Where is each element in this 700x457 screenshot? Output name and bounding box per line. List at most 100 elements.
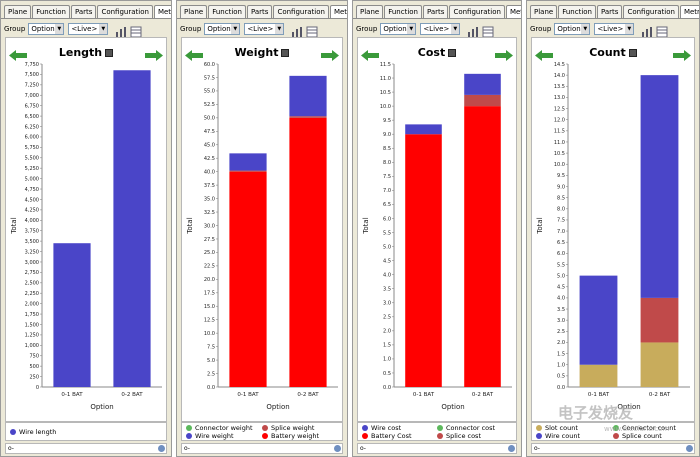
legend-dot-icon bbox=[536, 424, 542, 431]
table-view-icon[interactable] bbox=[306, 23, 318, 38]
tab-metrics[interactable]: Metrics bbox=[329, 5, 347, 19]
tab-parts[interactable]: Parts bbox=[246, 5, 273, 19]
search-clear-icon[interactable] bbox=[508, 445, 515, 452]
y-tick-label: 0.0 bbox=[557, 385, 565, 391]
tab-plane[interactable]: Plane bbox=[530, 5, 558, 19]
y-tick-label: 60.0 bbox=[204, 62, 215, 68]
tab-metrics[interactable]: Metrics bbox=[679, 5, 699, 19]
previous-arrow-icon[interactable] bbox=[535, 46, 553, 61]
tab-parts[interactable]: Parts bbox=[596, 5, 623, 19]
y-tick-label: 32.5 bbox=[204, 210, 215, 216]
tab-configuration[interactable]: Configuration bbox=[273, 5, 329, 19]
live-select[interactable]: <Live> ▼ bbox=[244, 23, 285, 35]
live-select[interactable]: <Live> ▼ bbox=[68, 23, 109, 35]
tab-configuration[interactable]: Configuration bbox=[97, 5, 153, 19]
chart-settings-icon[interactable] bbox=[281, 49, 290, 57]
x-tick-label: 0-1 BAT bbox=[413, 392, 435, 398]
tab-function[interactable]: Function bbox=[558, 5, 596, 19]
next-arrow-shape bbox=[673, 50, 691, 61]
y-tick-label: 5.5 bbox=[557, 262, 565, 268]
live-select[interactable]: <Live> ▼ bbox=[420, 23, 461, 35]
tab-function[interactable]: Function bbox=[384, 5, 422, 19]
chevron-down-icon: ▼ bbox=[231, 24, 240, 34]
tab-plane[interactable]: Plane bbox=[180, 5, 208, 19]
chart-view-icon[interactable] bbox=[467, 23, 479, 37]
tab-configuration[interactable]: Configuration bbox=[623, 5, 679, 19]
chart-svg: 0.0 0.5 1.0 1.5 2.0 2.5 3.0 3.5 4.0 4.5 5.0 5.5 6.0 6… bbox=[536, 62, 690, 411]
y-tick-label: 4,500 bbox=[25, 197, 39, 203]
y-tick-label: 10.0 bbox=[380, 104, 391, 110]
y-tick-label: 0.0 bbox=[207, 385, 215, 391]
previous-arrow-icon[interactable] bbox=[185, 46, 203, 61]
y-tick-label: 5,500 bbox=[25, 156, 39, 162]
chart-view-icon[interactable] bbox=[115, 23, 127, 37]
tab-function[interactable]: Function bbox=[208, 5, 246, 19]
legend-item: Splice cost bbox=[437, 432, 512, 440]
group-select[interactable]: Option ▼ bbox=[380, 23, 417, 35]
y-tick-label: 10.0 bbox=[554, 162, 565, 168]
y-tick-label: 7,000 bbox=[25, 93, 39, 99]
group-select[interactable]: Option ▼ bbox=[204, 23, 241, 35]
next-arrow-icon[interactable] bbox=[495, 46, 513, 61]
legend-label: Connector cost bbox=[446, 423, 496, 432]
table-view-icon[interactable] bbox=[656, 23, 668, 38]
group-label: Group bbox=[4, 25, 26, 33]
tab-plane[interactable]: Plane bbox=[356, 5, 384, 19]
search-clear-icon[interactable] bbox=[686, 445, 693, 452]
legend-label: Wire length bbox=[19, 427, 57, 436]
y-tick-label: 20.0 bbox=[204, 277, 215, 283]
chart-title: Weight bbox=[182, 46, 342, 59]
y-tick-label: 1.0 bbox=[557, 363, 565, 369]
search-input[interactable]: o- bbox=[181, 443, 343, 454]
search-input[interactable]: o- bbox=[531, 443, 695, 454]
y-axis-title: Total bbox=[536, 217, 544, 234]
next-arrow-icon[interactable] bbox=[145, 46, 163, 61]
chart-view-icon-shape bbox=[116, 27, 127, 37]
legend-dot-icon bbox=[186, 424, 192, 431]
previous-arrow-icon[interactable] bbox=[361, 46, 379, 61]
chart-view-icon[interactable] bbox=[291, 23, 303, 37]
bar-wire-weight-2 bbox=[289, 75, 327, 117]
y-tick-label: 8.0 bbox=[383, 160, 391, 166]
y-axis-title: Total bbox=[362, 217, 370, 234]
bar-battery-cost-2 bbox=[464, 106, 501, 387]
y-tick-label: 7,500 bbox=[25, 72, 39, 78]
group-select[interactable]: Option ▼ bbox=[554, 23, 591, 35]
table-view-icon[interactable] bbox=[130, 23, 142, 38]
left-arrow-shape bbox=[9, 50, 27, 61]
group-select-value: Option bbox=[207, 25, 231, 33]
chart-settings-icon[interactable] bbox=[448, 49, 457, 57]
legend-label: Splice count bbox=[622, 431, 662, 440]
tab-parts[interactable]: Parts bbox=[422, 5, 449, 19]
tab-metrics[interactable]: Metrics bbox=[153, 5, 171, 19]
tab-parts[interactable]: Parts bbox=[70, 5, 97, 19]
tab-function[interactable]: Function bbox=[32, 5, 70, 19]
next-arrow-icon[interactable] bbox=[321, 46, 339, 61]
x-tick-label: 0-1 BAT bbox=[588, 392, 610, 398]
y-tick-label: 12.0 bbox=[554, 117, 565, 123]
legend-item: Splice weight bbox=[262, 424, 338, 432]
tab-plane[interactable]: Plane bbox=[4, 5, 32, 19]
legend-label: Wire count bbox=[545, 431, 581, 440]
y-tick-label: 12.5 bbox=[554, 106, 565, 112]
toolbar: Group Option ▼ <Live> ▼ bbox=[530, 22, 696, 38]
search-input[interactable]: o- bbox=[357, 443, 517, 454]
next-arrow-icon[interactable] bbox=[673, 46, 691, 61]
live-select[interactable]: <Live> ▼ bbox=[594, 23, 635, 35]
chart-settings-icon[interactable] bbox=[628, 49, 637, 57]
y-tick-label: 42.5 bbox=[204, 156, 215, 162]
tab-metrics[interactable]: Metrics bbox=[505, 5, 521, 19]
chart-view-icon[interactable] bbox=[641, 23, 653, 37]
search-clear-icon[interactable] bbox=[334, 445, 341, 452]
previous-arrow-icon[interactable] bbox=[9, 46, 27, 61]
tab-configuration[interactable]: Configuration bbox=[449, 5, 505, 19]
search-clear-icon[interactable] bbox=[158, 445, 165, 452]
group-select[interactable]: Option ▼ bbox=[28, 23, 65, 35]
metrics-panel-3: PlaneFunctionPartsConfigurationMetrics Gr… bbox=[352, 0, 522, 457]
x-axis-title: Option bbox=[266, 403, 289, 411]
y-tick-label: 7,750 bbox=[25, 62, 39, 68]
table-view-icon[interactable] bbox=[482, 23, 494, 38]
chart-settings-icon[interactable] bbox=[105, 49, 114, 57]
live-select-value: <Live> bbox=[247, 25, 274, 33]
search-input[interactable]: o- bbox=[5, 443, 167, 454]
